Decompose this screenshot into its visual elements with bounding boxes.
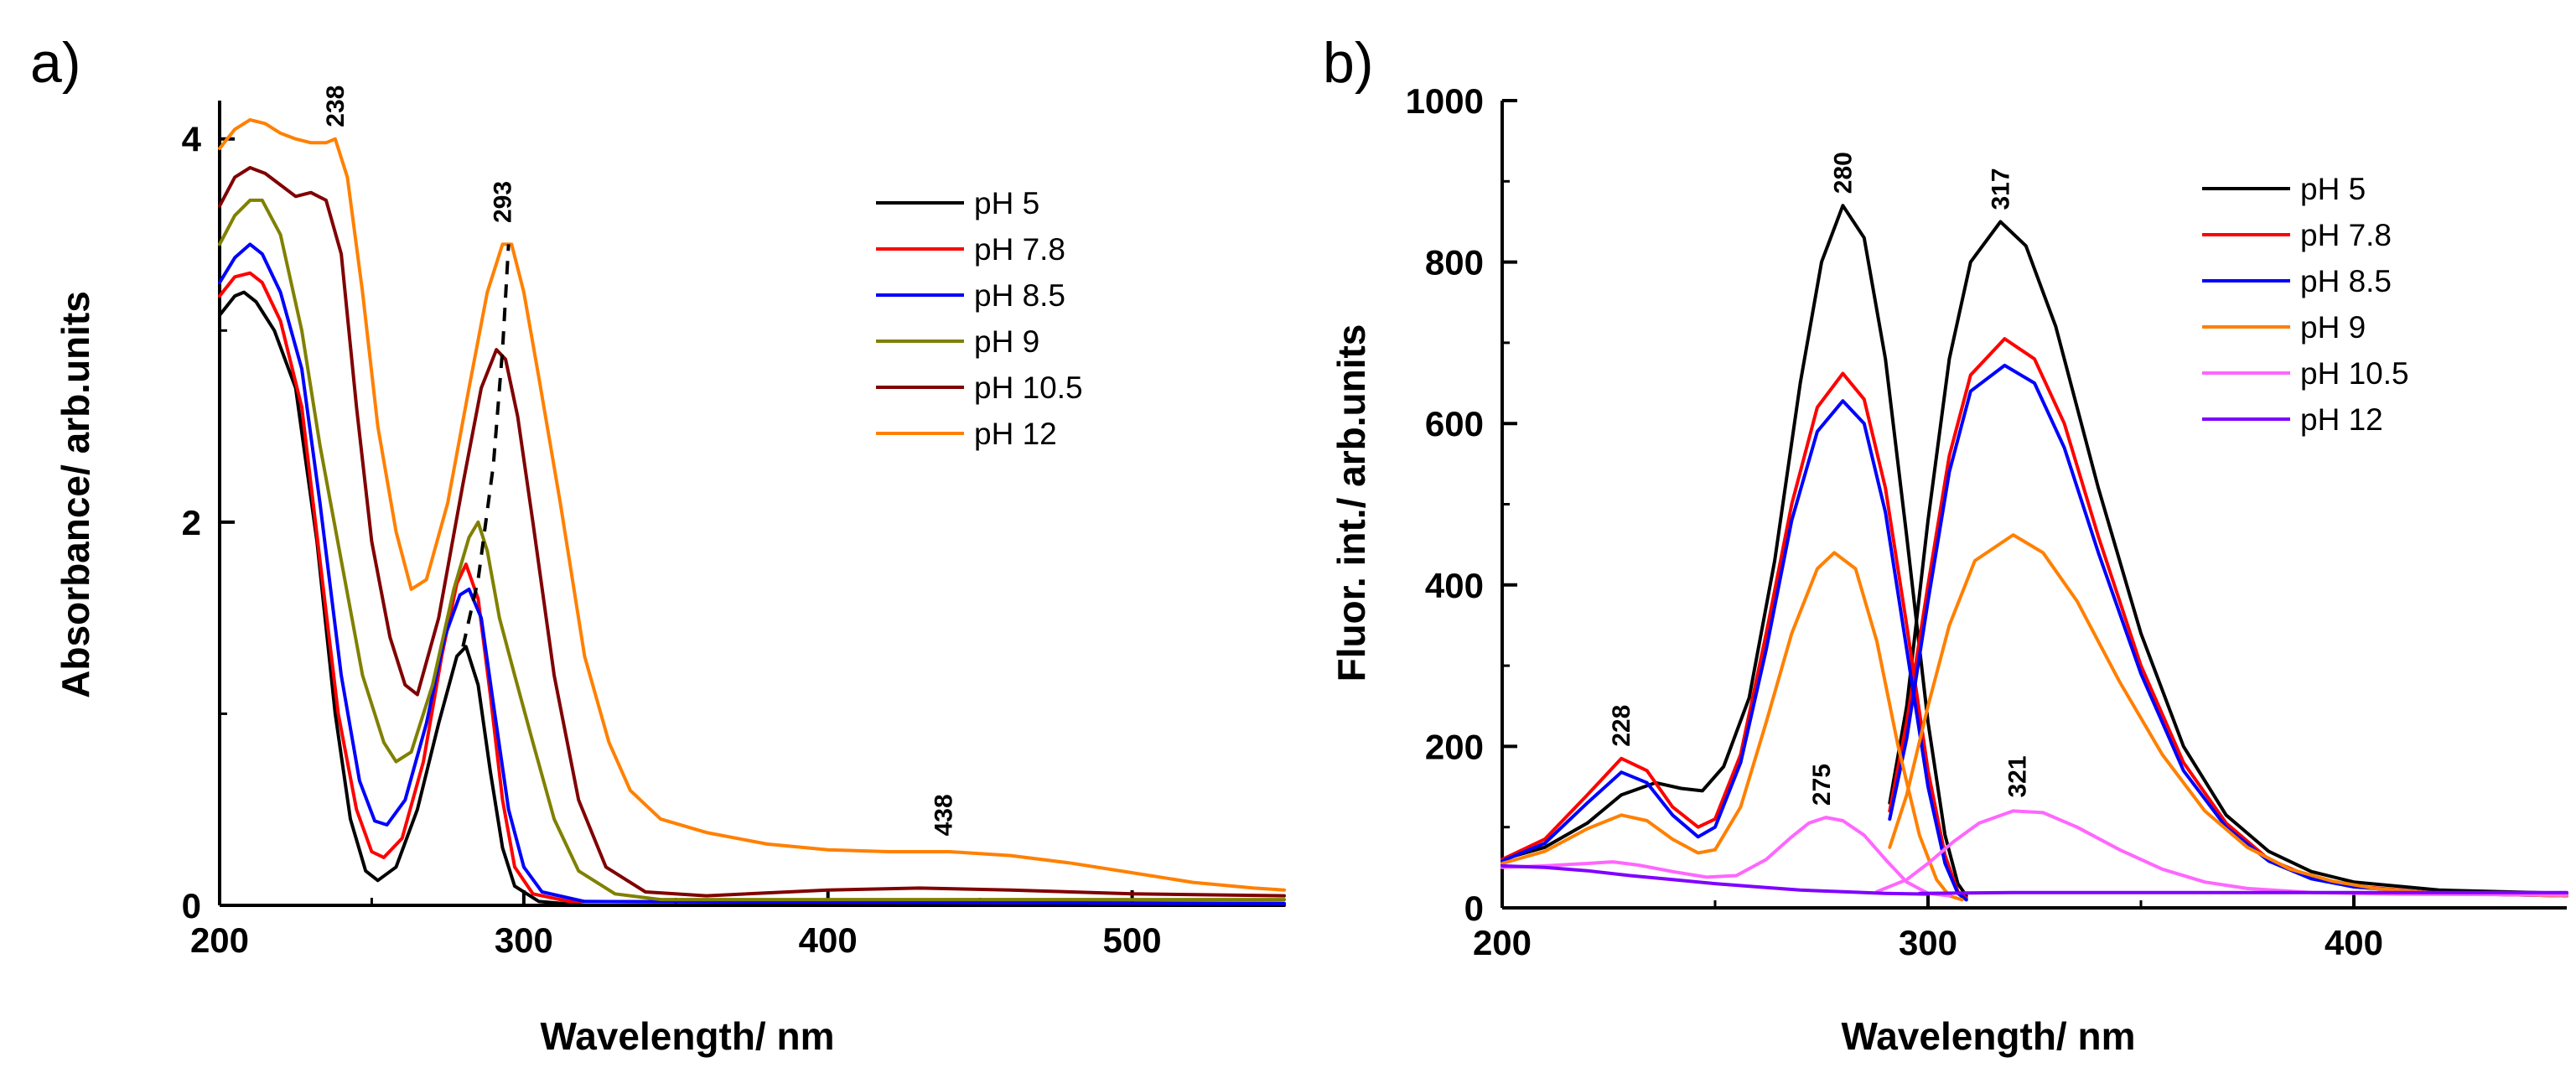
panel-a: a) Absorbance/ arb.units Wavelength/ nm … xyxy=(30,31,1286,1058)
panel-a-legend-label: pH 12 xyxy=(974,417,1057,451)
panel-b-y-tick-label: 0 xyxy=(1464,889,1484,928)
panel-a-legend-label: pH 10.5 xyxy=(974,371,1083,405)
panel-a-x-tick-label: 300 xyxy=(495,920,553,960)
panel-b-peak-label: 317 xyxy=(1987,168,2014,210)
panel-a-x-tick-label: 400 xyxy=(799,920,858,960)
panel-a-series-line xyxy=(218,290,1286,907)
panel-b-legend-label: pH 12 xyxy=(2300,402,2383,437)
panel-b-y-tick-label: 400 xyxy=(1425,566,1484,605)
panel-b-x-tick-label: 300 xyxy=(1899,923,1957,962)
panel-b-series-line xyxy=(1501,863,1930,896)
panel-a-label: a) xyxy=(30,31,80,95)
panel-b-series-line xyxy=(1501,551,1964,902)
panel-a-legend-label: pH 5 xyxy=(974,186,1039,220)
panel-b-ylabel: Fluor. int./ arb.units xyxy=(1329,324,1373,682)
panel-b-peak-label: 275 xyxy=(1808,764,1836,806)
panel-b-legend-label: pH 7.8 xyxy=(2300,218,2392,252)
panel-a-legend-label: pH 9 xyxy=(974,324,1039,359)
panel-b-label: b) xyxy=(1323,31,1373,95)
panel-b-legend-label: pH 10.5 xyxy=(2300,356,2409,391)
panel-b-y-tick-label: 600 xyxy=(1425,404,1484,443)
panel-b-y-tick-label: 1000 xyxy=(1406,81,1484,121)
panel-a-series-line xyxy=(218,198,1286,902)
panel-a-peak-label: 438 xyxy=(930,794,958,836)
panel-a-ylabel: Absorbance/ arb.units xyxy=(54,291,97,698)
panel-a-series-line xyxy=(218,166,1286,898)
panel-b-x-tick-label: 200 xyxy=(1473,923,1532,962)
panel-b-peak-label: 321 xyxy=(2004,755,2032,797)
panel-b-series-line xyxy=(1501,816,1951,898)
panel-b-y-tick-label: 800 xyxy=(1425,243,1484,283)
panel-a-x-tick-label: 200 xyxy=(190,920,249,960)
panel-b-x-tick-label: 400 xyxy=(2325,923,2383,962)
panel-b-series-line xyxy=(1501,371,1968,900)
panel-a-legend-label: pH 8.5 xyxy=(974,278,1065,313)
panel-a-legend: pH 5 pH 7.8 pH 8.5 pH 9 pH 10.5 pH 12 xyxy=(876,186,1083,451)
panel-a-series-line xyxy=(218,242,1286,905)
panel-a-series-line xyxy=(218,271,1286,905)
panel-b-y-tick-label: 200 xyxy=(1425,727,1484,766)
panel-b-series-line xyxy=(1888,220,2568,895)
panel-a-plot-area: 200 300 400 500 0 2 4 238 293 438 xyxy=(182,86,1286,960)
panel-b-legend-label: pH 5 xyxy=(2300,172,2366,206)
panel-b-series-line xyxy=(1888,533,2568,898)
panel-a-x-tick-label: 500 xyxy=(1103,920,1162,960)
panel-b-series-line xyxy=(1917,890,2568,895)
panel-a-xlabel: Wavelength/ nm xyxy=(541,1014,835,1058)
panel-b-series-line xyxy=(1501,204,1968,898)
panel-b-legend-label: pH 9 xyxy=(2300,310,2366,345)
panel-b-legend: pH 5 pH 7.8 pH 8.5 pH 9 pH 10.5 pH 12 xyxy=(2202,172,2409,437)
panel-b-series-line xyxy=(1888,363,2568,898)
panel-a-y-tick-label: 2 xyxy=(182,503,201,542)
panel-b: b) Fluor. int./ arb.units Wavelength/ nm… xyxy=(1323,31,2568,1058)
panel-a-y-tick-label: 0 xyxy=(182,886,201,925)
panel-b-xlabel: Wavelength/ nm xyxy=(1842,1014,2136,1058)
panel-a-y-tick-label: 4 xyxy=(182,120,202,159)
panel-b-peak-label: 280 xyxy=(1829,152,1857,194)
panel-b-peak-label: 228 xyxy=(1608,705,1635,747)
panel-b-legend-label: pH 8.5 xyxy=(2300,264,2392,298)
panel-a-peak-label: 293 xyxy=(490,181,517,223)
panel-a-legend-label: pH 7.8 xyxy=(974,232,1065,267)
panel-b-series-line xyxy=(1501,399,1968,902)
panel-a-dashed-guide xyxy=(461,244,511,647)
panel-a-peak-label: 238 xyxy=(322,86,350,127)
